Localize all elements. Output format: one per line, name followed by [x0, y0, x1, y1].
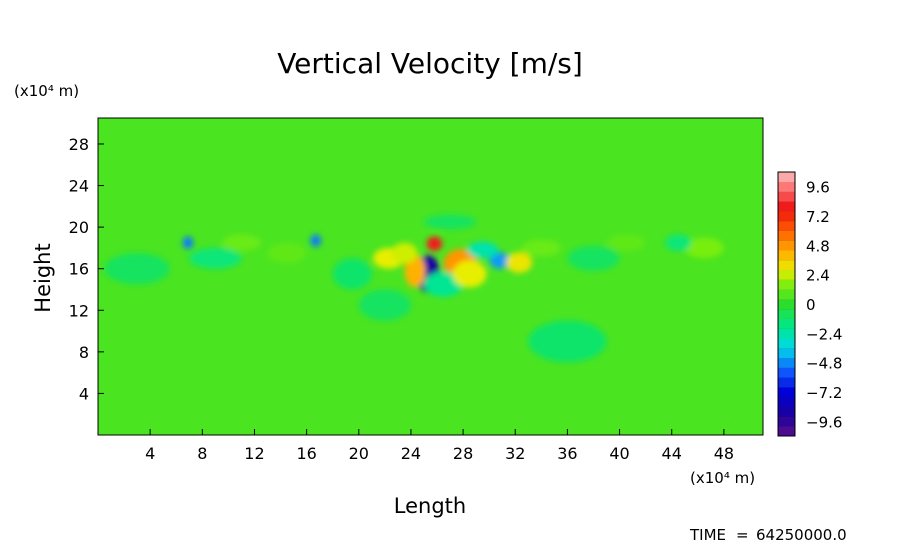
x-tick-label: 48: [714, 444, 734, 463]
time-separator: =: [736, 526, 749, 544]
y-tick-label: 20: [69, 218, 89, 237]
colorbar-band: [778, 406, 795, 417]
heatmap-cell-23: [567, 245, 620, 271]
heatmap-cell-13: [310, 234, 321, 247]
colorbar-band: [778, 328, 795, 339]
heatmap-cell-12: [182, 236, 194, 249]
x-tick-label: 24: [401, 444, 421, 463]
x-tick-label: 16: [296, 444, 316, 463]
colorbar-tick-label: 0: [806, 296, 816, 314]
heatmap-cell-15: [528, 320, 607, 363]
colorbar-band: [778, 172, 795, 183]
x-tick-label: 12: [244, 444, 264, 463]
x-axis-ticks: 4 8 12 16 20 24 28 32 36 40 44 48: [145, 429, 734, 463]
colorbar-tick-label: 4.8: [806, 237, 830, 255]
colorbar-labels: 9.6 7.2 4.8 2.4 0 −2.4 −4.8 −7.2 −9.6: [806, 179, 842, 432]
colorbar-band: [778, 318, 795, 329]
colorbar-bands: [778, 171, 795, 437]
colorbar-band: [778, 426, 795, 437]
colorbar-band: [778, 240, 795, 251]
x-tick-label: 32: [505, 444, 525, 463]
colorbar-tick-label: −9.6: [806, 413, 842, 431]
colorbar-tick-label: −7.2: [806, 384, 842, 402]
x-tick-label: 8: [197, 444, 207, 463]
colorbar-band: [778, 289, 795, 300]
colorbar-band: [778, 387, 795, 398]
colorbar-frame: [777, 171, 796, 437]
y-tick-label: 8: [79, 343, 89, 362]
colorbar-band: [778, 377, 795, 388]
colorbar-tick-label: 2.4: [806, 267, 830, 285]
x-tick-label: 40: [609, 444, 629, 463]
heatmap-cell-10: [423, 271, 464, 297]
heatmap-cell-9: [391, 242, 418, 264]
heatmap-cell-11: [452, 260, 487, 288]
x-tick-label: 20: [349, 444, 369, 463]
heatmap-cell-6: [506, 252, 533, 273]
y-tick-label: 4: [79, 384, 89, 403]
x-tick-label: 36: [557, 444, 577, 463]
y-tick-label: 16: [69, 260, 89, 279]
x-unit-label: (x10⁴ m): [690, 469, 755, 487]
time-value: 64250000.0: [756, 526, 847, 544]
colorbar-band: [778, 348, 795, 359]
heatmap-features: [104, 214, 724, 363]
heatmap-cell-2: [426, 236, 443, 252]
colorbar-tick-label: −4.8: [806, 355, 842, 373]
y-tick-label: 24: [69, 177, 89, 196]
colorbar-band: [778, 396, 795, 407]
heatmap-cell-17: [665, 234, 692, 252]
colorbar-band: [778, 269, 795, 280]
colorbar-band: [778, 201, 795, 212]
colorbar-band: [778, 299, 795, 310]
colorbar-band: [778, 416, 795, 427]
heatmap-cell-26: [358, 289, 411, 321]
heatmap-cell-14: [189, 247, 242, 269]
colorbar-band: [778, 279, 795, 290]
x-tick-label: 44: [662, 444, 682, 463]
colorbar-band: [778, 181, 795, 192]
colorbar-band: [778, 338, 795, 349]
heatmap-cell-7: [467, 241, 499, 259]
colorbar-tick-label: −2.4: [806, 325, 842, 343]
heatmap-cell-18: [104, 253, 170, 285]
colorbar-band: [778, 357, 795, 368]
colorbar-band: [778, 260, 795, 271]
colorbar-band: [778, 308, 795, 319]
time-label: TIME: [689, 526, 726, 544]
colorbar-tick-label: 7.2: [806, 208, 830, 226]
x-tick-label: 28: [453, 444, 473, 463]
heatmap-cell-22: [521, 239, 561, 257]
time-readout: TIME = 64250000.0: [689, 526, 847, 544]
chart-title: Vertical Velocity [m/s]: [277, 47, 583, 80]
plot-frame: [97, 117, 764, 436]
heatmap-cell-20: [267, 242, 307, 264]
colorbar-band: [778, 250, 795, 261]
y-unit-label: (x10⁴ m): [14, 82, 79, 100]
colorbar-band: [778, 220, 795, 231]
colorbar-tick-label: 9.6: [806, 179, 830, 197]
y-tick-label: 28: [69, 135, 89, 154]
x-tick-label: 4: [145, 444, 155, 463]
heatmap-cell-25: [423, 214, 477, 230]
heatmap-cell-19: [221, 234, 261, 252]
heatmap-cell-24: [606, 234, 646, 252]
heatmap-cell-5: [489, 252, 511, 269]
heatmap-cell-21: [332, 258, 372, 290]
y-axis-title: Height: [31, 243, 55, 312]
colorbar-band: [778, 191, 795, 202]
plot-area: [97, 117, 764, 436]
x-axis-title: Length: [394, 494, 466, 518]
colorbar-band: [778, 367, 795, 378]
heatmap-cell-16: [684, 237, 724, 259]
colorbar-band: [778, 230, 795, 241]
colorbar: 9.6 7.2 4.8 2.4 0 −2.4 −4.8 −7.2 −9.6: [777, 171, 842, 437]
y-axis-ticks: 4 8 12 16 20 24 28: [69, 135, 104, 403]
y-tick-label: 12: [69, 301, 89, 320]
colorbar-band: [778, 211, 795, 222]
